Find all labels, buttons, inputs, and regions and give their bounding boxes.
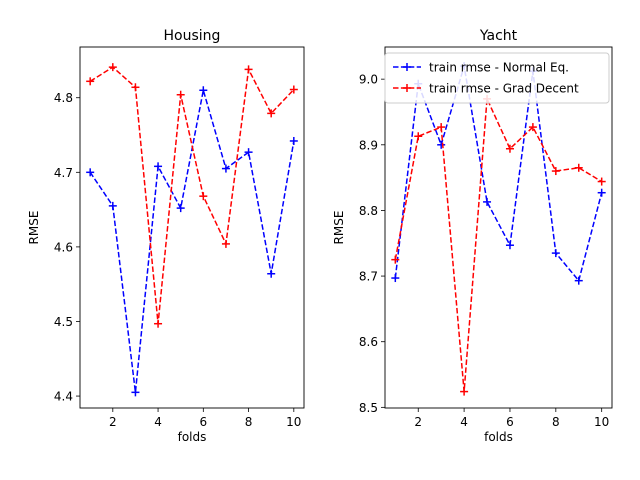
x-tick-label: 4 xyxy=(154,415,162,429)
series-line-2 xyxy=(86,63,298,328)
y-tick-label: 8.9 xyxy=(359,138,378,152)
data-point xyxy=(391,274,400,283)
x-tick-label: 2 xyxy=(414,415,422,429)
data-point xyxy=(437,123,446,132)
data-point xyxy=(199,192,208,201)
data-point xyxy=(221,164,230,173)
data-point xyxy=(289,136,298,145)
data-point xyxy=(176,90,185,99)
data-point xyxy=(483,197,492,206)
y-axis-label: RMSE xyxy=(332,211,346,245)
y-tick-label: 8.8 xyxy=(359,204,378,218)
data-point xyxy=(437,140,446,149)
legend-box xyxy=(384,52,610,104)
data-point xyxy=(221,239,230,248)
y-tick-label: 8.6 xyxy=(359,335,378,349)
data-point xyxy=(597,177,606,186)
chart-title: Yacht xyxy=(479,28,518,44)
x-tick-label: 10 xyxy=(594,415,609,429)
data-point xyxy=(108,201,117,210)
y-tick-label: 4.8 xyxy=(54,91,73,105)
x-tick-label: 8 xyxy=(245,415,253,429)
data-point xyxy=(267,269,276,278)
series-train-rmse-grad-decent xyxy=(391,94,606,396)
chart-title: Housing xyxy=(164,28,221,44)
legend-entry: train rmse - Normal Eq. xyxy=(393,61,569,75)
data-point xyxy=(391,255,400,264)
x-axis-label: folds xyxy=(484,430,513,444)
y-tick-label: 4.6 xyxy=(54,240,73,254)
data-point xyxy=(505,144,514,153)
data-point xyxy=(244,65,253,74)
data-point xyxy=(414,132,423,141)
data-point xyxy=(86,168,95,177)
data-point xyxy=(597,188,606,197)
x-tick-label: 6 xyxy=(506,415,514,429)
data-point xyxy=(131,388,140,397)
data-point xyxy=(154,319,163,328)
y-tick-label: 4.5 xyxy=(54,315,73,329)
axes-frame xyxy=(384,46,613,409)
data-point xyxy=(108,63,117,72)
legend-label: train rmse - Grad Decent xyxy=(429,82,579,96)
series-line xyxy=(394,95,603,392)
data-point xyxy=(176,204,185,213)
x-tick-label: 10 xyxy=(286,415,301,429)
data-point xyxy=(199,86,208,95)
y-tick-label: 8.7 xyxy=(359,270,378,284)
series-line xyxy=(89,90,295,393)
legend-label: train rmse - Normal Eq. xyxy=(429,61,569,75)
y-tick-label: 4.4 xyxy=(54,390,73,404)
data-point xyxy=(551,249,560,258)
data-point xyxy=(551,167,560,176)
x-tick-label: 2 xyxy=(109,415,117,429)
data-point xyxy=(244,148,253,157)
data-point xyxy=(528,123,537,132)
chart-housing: Housing 2 4 6 8 10 4.4 4.5 4.6 4.7 4.8 folds RMSE xyxy=(27,28,305,444)
data-point xyxy=(267,109,276,118)
data-point xyxy=(131,83,140,92)
x-tick-label: 6 xyxy=(199,415,207,429)
data-point xyxy=(154,162,163,171)
y-tick-label: 8.5 xyxy=(359,401,378,415)
series-line xyxy=(89,66,295,324)
y-tick-label: 9.0 xyxy=(359,73,378,87)
y-axis-label: RMSE xyxy=(27,211,41,245)
series-line-1 xyxy=(86,86,298,397)
x-tick-label: 8 xyxy=(552,415,560,429)
data-point xyxy=(505,241,514,250)
data-point xyxy=(86,77,95,86)
x-axis-label: folds xyxy=(178,430,207,444)
legend-entry: train rmse - Grad Decent xyxy=(393,82,579,96)
data-point xyxy=(289,85,298,94)
data-point xyxy=(574,276,583,285)
chart-yacht: Yacht 2 4 6 8 10 8.5 8.6 8.7 8.8 8.9 9.0 folds RMSE tr… xyxy=(332,28,613,444)
legend: train rmse - Normal Eq. train rmse - Grad… xyxy=(384,52,610,104)
data-point xyxy=(574,163,583,172)
data-point xyxy=(460,387,469,396)
x-tick-label: 4 xyxy=(460,415,468,429)
y-tick-label: 4.7 xyxy=(54,166,73,180)
axes-frame xyxy=(79,46,305,409)
